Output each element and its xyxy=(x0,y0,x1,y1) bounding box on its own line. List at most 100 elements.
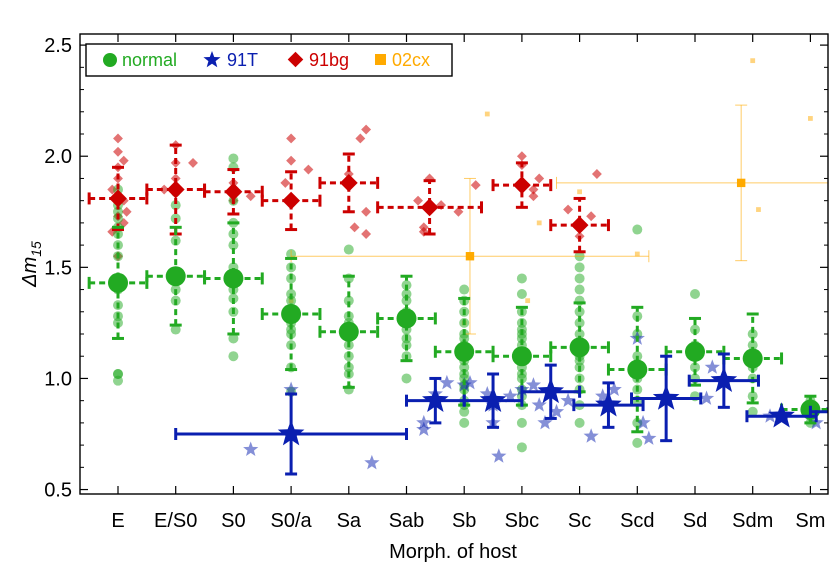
point-91bg-32 xyxy=(418,222,429,233)
point-91bg-28 xyxy=(361,229,372,239)
y-axis-title-sub: 15 xyxy=(28,241,44,257)
point-91bg-38 xyxy=(516,151,527,162)
point-91T-25 xyxy=(641,430,657,445)
mean-91T-7 xyxy=(768,402,795,428)
point-91T-19 xyxy=(560,392,576,408)
point-91bg-41 xyxy=(528,184,539,195)
y-tick-label-3: 2.0 xyxy=(44,146,72,168)
point-normal-100 xyxy=(516,289,527,299)
point-02cx-5 xyxy=(577,189,582,195)
point-91T-16 xyxy=(531,397,547,412)
point-91T-2 xyxy=(364,454,380,470)
mean-normal-6 xyxy=(454,341,475,362)
mean-normal-3 xyxy=(281,304,302,324)
point-91bg-22 xyxy=(286,155,297,166)
point-normal-101 xyxy=(516,273,527,284)
point-02cx-4 xyxy=(525,298,531,304)
mean-91bg-6 xyxy=(512,176,531,195)
legend-label-normal: normal xyxy=(122,50,177,70)
point-91bg-26 xyxy=(361,124,372,135)
x-tick-label-0: E xyxy=(111,510,124,532)
point-02cx-6 xyxy=(634,251,640,257)
legend-label-91bg: 91bg xyxy=(309,50,349,70)
mean-normal-11 xyxy=(742,348,763,369)
legend-marker-02cx xyxy=(375,54,386,65)
y-tick-label-0: 0.5 xyxy=(44,480,72,502)
legend-marker-91T xyxy=(203,51,221,68)
point-normal-114 xyxy=(574,329,585,339)
y-tick-label-2: 1.5 xyxy=(44,257,72,279)
point-normal-57 xyxy=(343,244,354,255)
point-91T-1 xyxy=(283,381,299,397)
point-normal-120 xyxy=(574,262,585,273)
point-91bg-30 xyxy=(413,195,423,206)
point-91bg-39 xyxy=(528,191,539,202)
point-normal-146 xyxy=(747,340,758,351)
mean-91bg-5 xyxy=(420,198,439,217)
y-axis-title-main: Δm xyxy=(19,257,41,288)
point-normal-118 xyxy=(574,284,585,295)
mean-normal-5 xyxy=(396,308,417,329)
point-02cx-7 xyxy=(750,58,756,64)
x-tick-label-8: Sc xyxy=(568,510,591,532)
point-normal-86 xyxy=(459,333,470,344)
legend-marker-normal xyxy=(103,53,117,67)
point-91bg-19 xyxy=(245,191,256,202)
mean-normal-1 xyxy=(165,266,186,287)
point-91bg-10 xyxy=(121,206,132,217)
point-91bg-36 xyxy=(470,180,481,191)
point-91bg-29 xyxy=(361,206,372,217)
x-tick-label-1: E/S0 xyxy=(154,510,197,532)
mean-02cx-1 xyxy=(736,178,746,188)
data-layer xyxy=(87,58,828,476)
point-normal-105 xyxy=(516,333,527,344)
point-91bg-15 xyxy=(188,157,198,168)
point-normal-132 xyxy=(632,224,643,235)
point-02cx-8 xyxy=(756,207,761,212)
mean-91T-2 xyxy=(479,386,507,412)
point-91T-21 xyxy=(595,388,611,403)
point-02cx-3 xyxy=(536,220,542,226)
plot-frame xyxy=(79,33,829,495)
x-tick-label-5: Sab xyxy=(389,510,425,532)
point-normal-82 xyxy=(459,284,470,295)
x-tick-label-3: S0/a xyxy=(271,510,313,532)
x-tick-label-4: Sa xyxy=(337,510,362,532)
point-normal-124 xyxy=(632,437,643,448)
mean-91bg-4 xyxy=(339,173,358,192)
point-91T-24 xyxy=(635,414,651,430)
mean-normal-2 xyxy=(223,268,244,289)
point-91T-0 xyxy=(243,441,259,457)
axes-layer: 0.5 1.0 1.5 2.0 2.5 E E/S0 S0 S0/a Sa Sab Sb Sbc Sc Sc… xyxy=(44,34,828,532)
point-91bg-4 xyxy=(113,133,123,144)
point-91T-15 xyxy=(525,377,542,392)
point-normal-16 xyxy=(113,369,123,379)
point-91T-9 xyxy=(479,386,495,401)
point-normal-115 xyxy=(574,317,585,328)
point-91T-4 xyxy=(416,421,432,437)
point-normal-26 xyxy=(228,333,239,344)
mean-91bg-2 xyxy=(224,182,243,201)
mean-normal-10 xyxy=(685,341,705,362)
x-tick-label-2: S0 xyxy=(221,510,245,532)
point-91bg-23 xyxy=(280,177,291,188)
point-91bg-3 xyxy=(113,146,123,157)
y-tick-label-1: 1.0 xyxy=(44,368,72,390)
point-normal-119 xyxy=(574,273,585,284)
x-tick-label-6: Sb xyxy=(452,510,476,532)
point-91T-8 xyxy=(462,374,478,390)
point-normal-90 xyxy=(516,417,527,428)
point-91bg-5 xyxy=(118,155,129,166)
mean-91bg-7 xyxy=(570,216,589,235)
point-normal-30 xyxy=(228,240,239,251)
point-91T-18 xyxy=(548,403,565,419)
point-91bg-45 xyxy=(586,211,597,222)
point-91bg-20 xyxy=(286,133,297,144)
point-91bg-42 xyxy=(591,169,602,179)
x-tick-label-7: Sbc xyxy=(505,510,539,532)
point-normal-70 xyxy=(459,417,470,428)
point-91T-20 xyxy=(583,428,599,443)
point-normal-46 xyxy=(286,295,297,306)
x-tick-label-9: Scd xyxy=(620,510,654,532)
